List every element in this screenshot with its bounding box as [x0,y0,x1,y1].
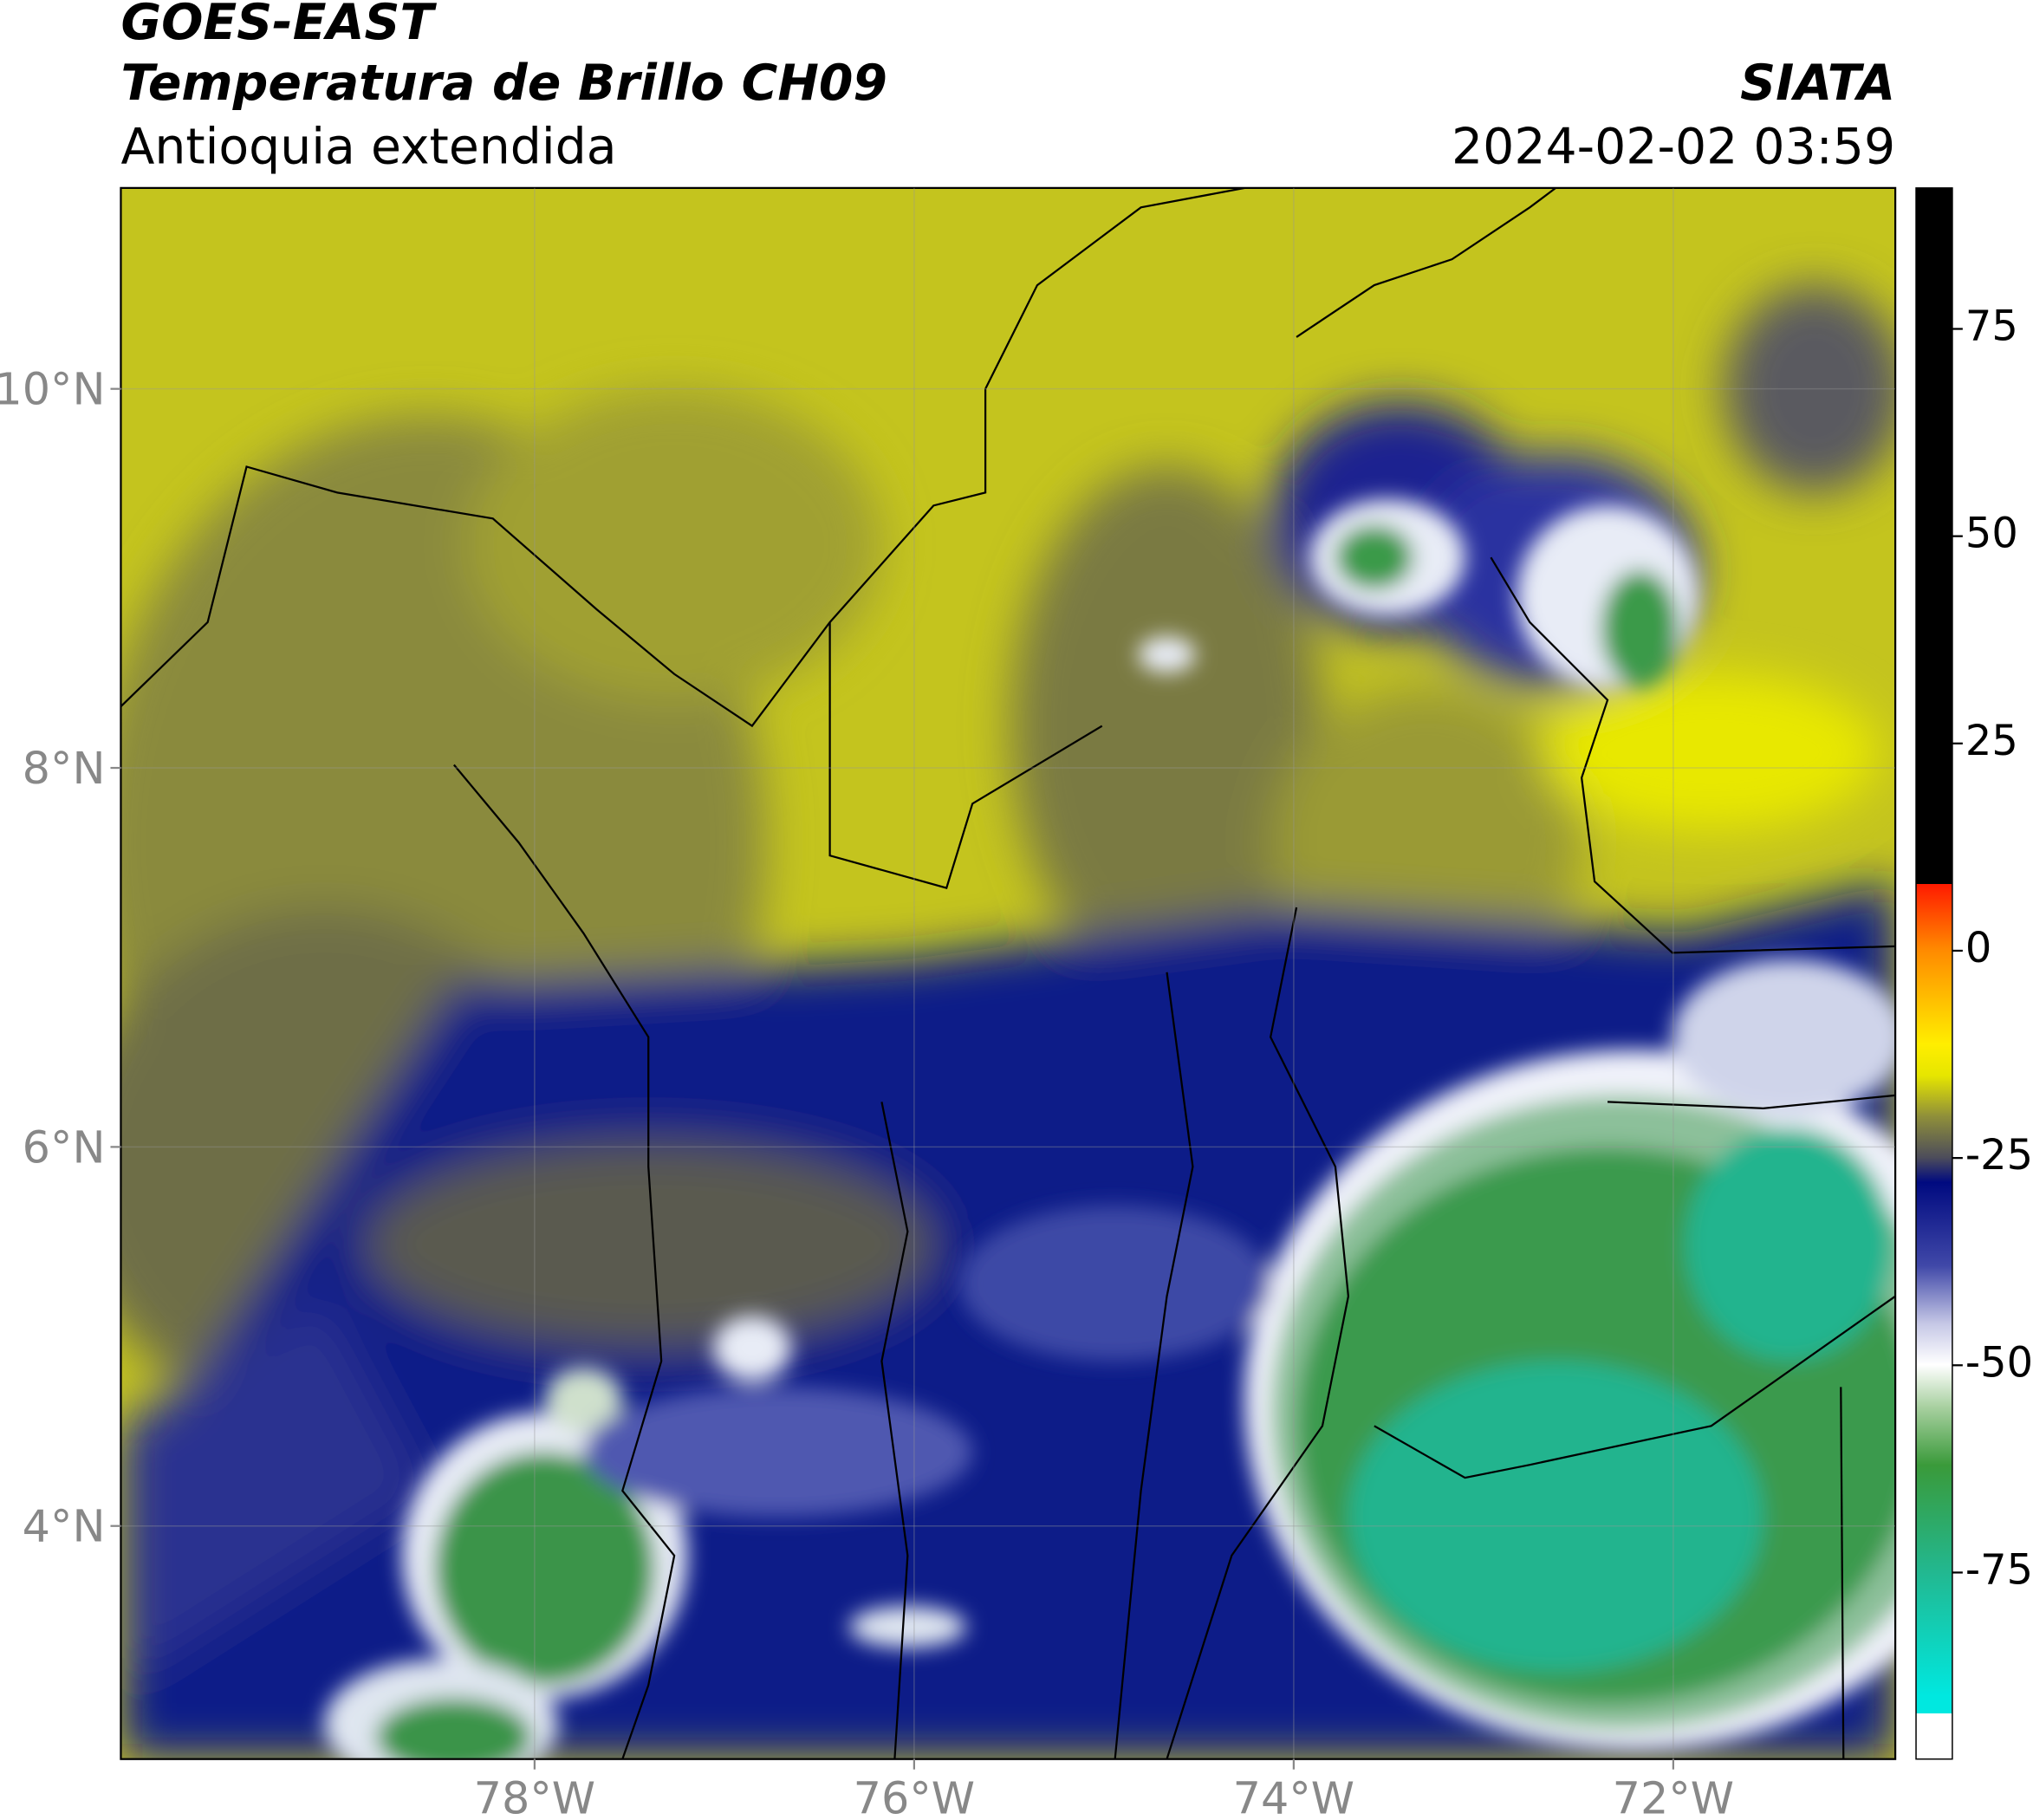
y-tick-label: 4°N [23,1501,106,1552]
colorbar [1915,187,1953,1760]
x-tick-label: 76°W [854,1773,975,1820]
x-tick-label: 78°W [474,1773,595,1820]
colorbar-tick-label: 25 [1965,718,2018,765]
axes: 78°W 76°W 74°W 72°W 10°N 8°N 6°N 4°N [0,364,1734,1820]
colorbar-ticks: 75 50 25 0 -25 -50 -75 [1952,303,2033,1594]
region: Antioquia extendida [120,118,616,175]
x-tick-label: 74°W [1233,1773,1354,1820]
datetime: 2024-02-02 03:59 [1452,118,1895,175]
subtitle: Temperatura de Brillo CH09 [120,55,887,112]
colorbar-tick-label: -50 [1965,1339,2033,1387]
y-tick-label: 6°N [23,1121,106,1173]
colorbar-tick-label: 0 [1965,925,1991,972]
source: SIATA [1740,55,1895,112]
title: GOES-EAST [120,0,437,51]
colorbar-tick-label: 75 [1965,303,2018,351]
map-image [120,187,1896,1759]
graticule [120,187,1896,1759]
y-tick-label: 10°N [0,364,106,415]
y-tick-label: 8°N [23,743,106,794]
colorbar-tick-label: 50 [1965,510,2018,558]
x-tick-label: 72°W [1613,1773,1734,1820]
map-frame [120,186,1897,1760]
colorbar-tick-label: -25 [1965,1132,2033,1180]
colorbar-tick-label: -75 [1965,1546,2033,1594]
